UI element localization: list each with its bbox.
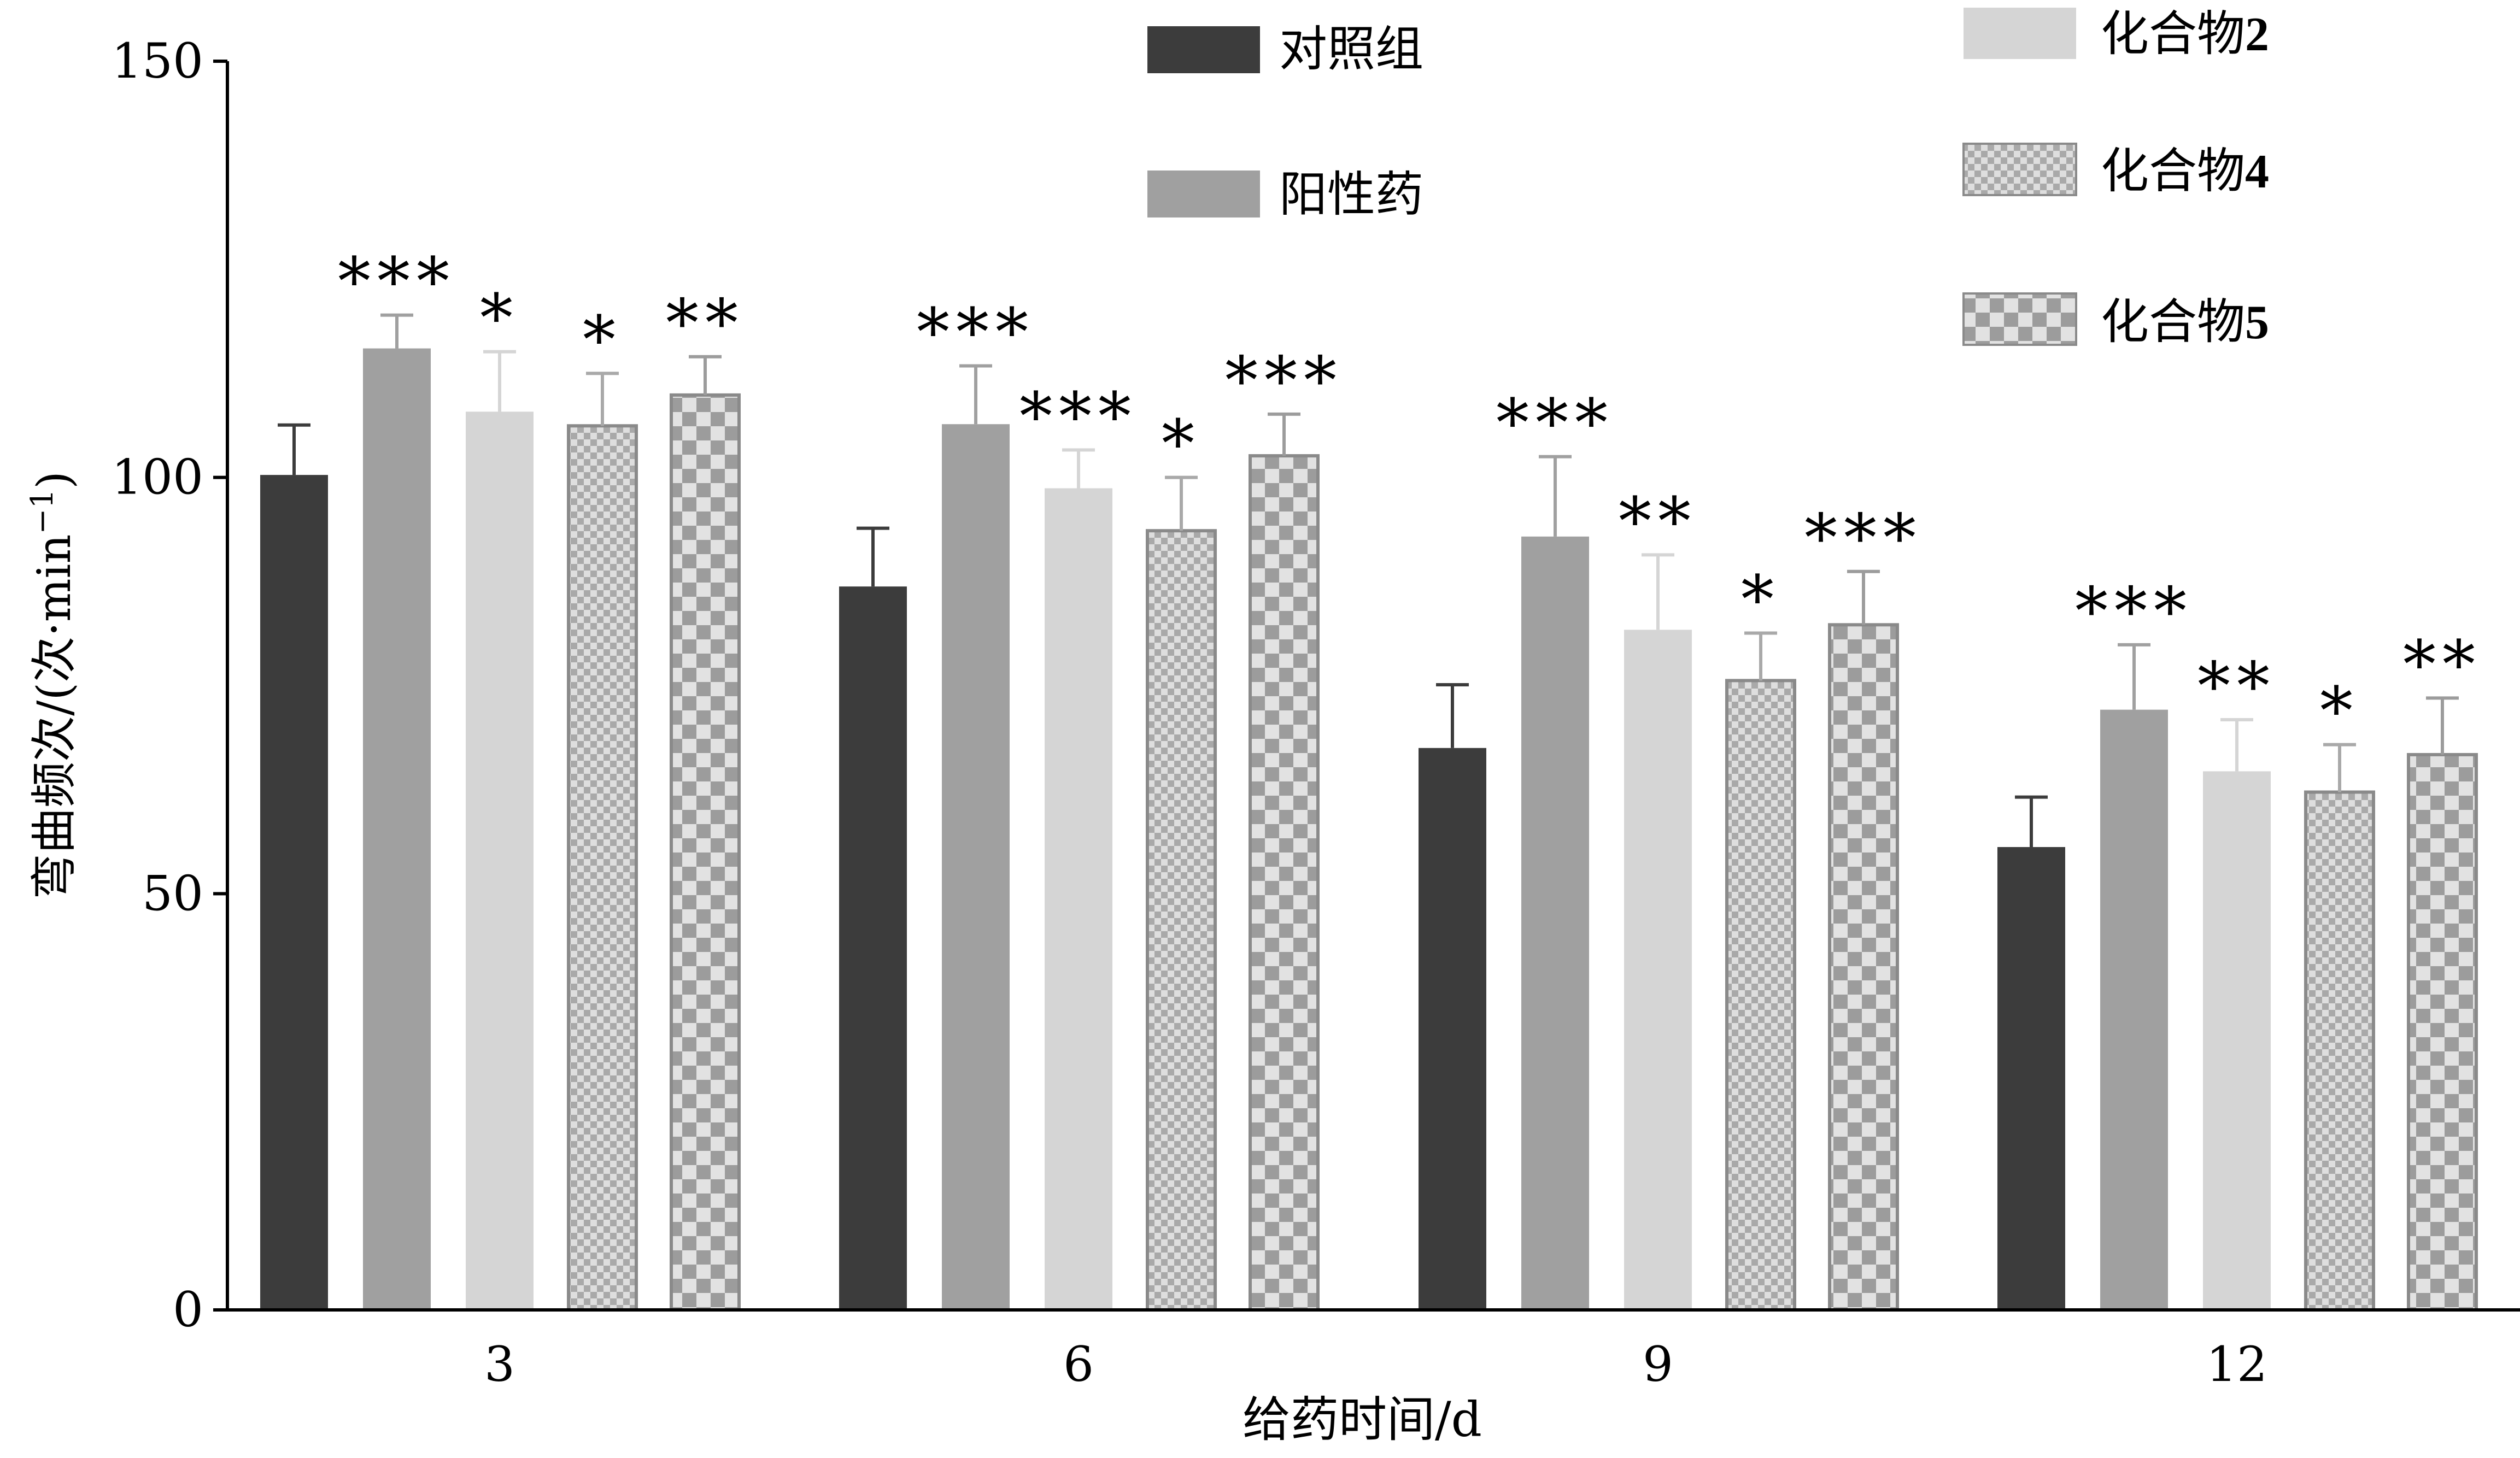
legend-swatch-compound-2	[1964, 8, 2076, 59]
bar	[466, 411, 534, 1310]
bar	[942, 424, 1010, 1310]
legend-label-compound-4: 化合物4	[2101, 143, 2269, 199]
x-tick-label: 12	[2206, 1336, 2267, 1392]
significance-marker: **	[2197, 649, 2276, 725]
y-tick-label: 0	[173, 1281, 203, 1338]
bar	[1045, 488, 1112, 1310]
bar	[2100, 709, 2168, 1310]
significance-marker: ***	[1496, 386, 1614, 462]
significance-marker: ***	[1225, 343, 1343, 419]
significance-marker: *	[480, 281, 519, 357]
bar	[260, 475, 328, 1310]
error-bars-layer	[278, 313, 2459, 848]
legend-item-control: 对照组	[1147, 21, 1423, 77]
legend-swatch-compound-5	[1962, 292, 2077, 346]
x-axis-label: 给药时间/d	[1243, 1391, 1482, 1448]
significance-marker: *	[1162, 407, 1201, 483]
y-tick-label: 50	[142, 865, 203, 921]
legend-swatch-compound-4	[1962, 143, 2077, 196]
y-tick-label: 100	[112, 449, 203, 505]
legend-swatch-control	[1147, 26, 1260, 73]
bar	[2304, 790, 2375, 1312]
bar	[1521, 536, 1589, 1310]
y-ticks: 0 50 100 150	[112, 33, 227, 1338]
legend-label-control: 对照组	[1279, 21, 1423, 77]
y-tick-label: 150	[112, 33, 203, 89]
x-tick-label: 6	[1063, 1336, 1094, 1392]
legend: 对照组 阳性药 化合物2 化合物4 化合物5	[1147, 5, 2269, 350]
significance-marker: *	[1741, 562, 1780, 638]
legend-item-compound-5: 化合物5	[1962, 292, 2269, 350]
significance-marker: ***	[1019, 379, 1138, 455]
significance-marker: ***	[338, 244, 456, 320]
legend-item-compound-2: 化合物2	[1964, 5, 2269, 62]
bar	[839, 586, 907, 1310]
significance-marker: ***	[1804, 501, 1923, 577]
bars-layer	[260, 348, 2478, 1312]
significance-marker: ***	[917, 295, 1035, 371]
axes: 0 50 100 150 3 6 9 12	[112, 33, 2520, 1392]
y-axis-label: 弯曲频次/(次·min−1)	[25, 471, 81, 900]
bar	[1146, 529, 1217, 1312]
x-tick-label: 3	[484, 1336, 515, 1392]
bar	[1249, 454, 1320, 1312]
bar	[2407, 752, 2478, 1312]
legend-swatch-positive-drug	[1147, 171, 1260, 217]
legend-item-compound-4: 化合物4	[1962, 143, 2269, 199]
significance-marker: *	[583, 302, 622, 378]
bar	[1624, 630, 1692, 1310]
x-ticks: 3 6 9 12	[484, 1336, 2267, 1392]
bar	[567, 424, 638, 1312]
significance-marker: **	[2403, 627, 2482, 703]
legend-label-compound-2: 化合物2	[2101, 5, 2269, 62]
bar	[363, 348, 431, 1310]
significance-marker: **	[1619, 484, 1697, 560]
legend-label-positive-drug: 阳性药	[1279, 166, 1423, 222]
bar	[1419, 748, 1486, 1310]
significance-marker: **	[666, 286, 745, 362]
bar	[1725, 679, 1796, 1312]
bar	[1997, 847, 2065, 1310]
x-tick-label: 9	[1643, 1336, 1673, 1392]
bar	[1828, 623, 1899, 1312]
bar	[2203, 771, 2271, 1310]
significance-layer: **********************************	[338, 244, 2482, 750]
significance-marker: *	[2320, 674, 2359, 750]
bar	[670, 393, 741, 1312]
legend-label-compound-5: 化合物5	[2101, 293, 2269, 350]
legend-item-positive-drug: 阳性药	[1147, 166, 1423, 222]
significance-marker: ***	[2075, 574, 2193, 650]
